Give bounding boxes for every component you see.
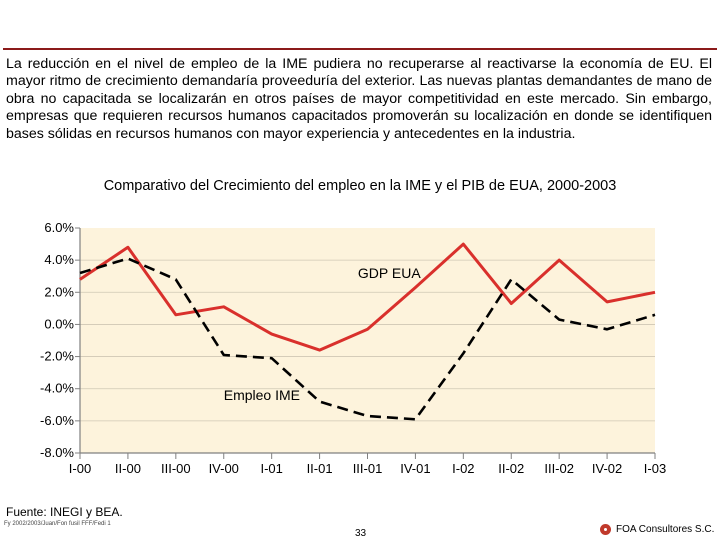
y-tick-label: 0.0% — [44, 316, 74, 331]
x-tick-label: II-01 — [307, 461, 333, 476]
annotation-empleo-ime: Empleo IME — [224, 387, 300, 403]
x-tick-label: III-02 — [544, 461, 574, 476]
brand-logo-icon — [600, 524, 611, 535]
brand: FOA Consultores S.C. — [600, 524, 714, 535]
x-tick-label: I-03 — [644, 461, 666, 476]
y-tick-label: 6.0% — [44, 220, 74, 235]
x-tick-label: IV-02 — [592, 461, 622, 476]
y-tick-label: 4.0% — [44, 252, 74, 267]
x-tick-label: II-02 — [498, 461, 524, 476]
page-number: 33 — [355, 528, 367, 539]
top-rule — [3, 48, 717, 50]
file-reference: Fy 2002/2003/Juan/Fon fusil FFF/Fedi 1 — [4, 521, 111, 527]
x-tick-label: II-00 — [115, 461, 141, 476]
x-tick-label: I-01 — [260, 461, 282, 476]
x-tick-label: IV-01 — [400, 461, 430, 476]
x-tick-label: I-02 — [452, 461, 474, 476]
y-tick-label: -8.0% — [40, 445, 74, 460]
y-tick-label: -4.0% — [40, 381, 74, 396]
x-tick-label: IV-00 — [209, 461, 239, 476]
source-note: Fuente: INEGI y BEA. — [6, 505, 123, 519]
chart-title: Comparativo del Crecimiento del empleo e… — [103, 178, 617, 194]
y-tick-label: -2.0% — [40, 349, 74, 364]
annotation-gdp-eua: GDP EUA — [358, 265, 421, 281]
y-tick-label: 2.0% — [44, 284, 74, 299]
y-tick-label: -6.0% — [40, 413, 74, 428]
series-line-gdp-eua — [79, 242, 656, 352]
x-tick-label: III-00 — [161, 461, 191, 476]
intro-paragraph: La reducción en el nivel de empleo de la… — [6, 56, 712, 142]
x-tick-label: I-00 — [69, 461, 91, 476]
plot-area — [80, 228, 655, 453]
series-line-empleo-ime — [79, 257, 656, 421]
brand-name: FOA Consultores S.C. — [616, 524, 715, 535]
x-tick-label: III-01 — [353, 461, 383, 476]
